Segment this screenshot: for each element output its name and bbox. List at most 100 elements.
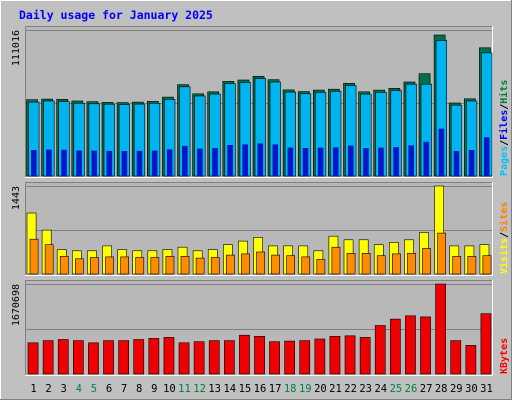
x-tick-label: 12: [193, 383, 206, 395]
legend: KBytes: [499, 338, 510, 374]
legend-item: Files: [498, 110, 510, 140]
bar-files: [136, 150, 143, 176]
bar-files: [197, 148, 203, 176]
bar-kbytes: [193, 341, 205, 375]
bar-sites: [75, 258, 84, 275]
bar-files: [76, 150, 82, 176]
bar-sites: [437, 232, 447, 275]
bar-files: [257, 143, 264, 176]
bar-kbytes: [284, 340, 296, 375]
chart-panels: 111016Pages/Files/Hits1443Visits/Sites16…: [11, 26, 510, 376]
bar-sites: [44, 244, 54, 275]
bar-sites: [271, 254, 280, 275]
bar-files: [317, 147, 324, 176]
bar-files: [438, 128, 445, 176]
bar-sites: [195, 257, 205, 275]
bar-files: [272, 144, 279, 176]
bar-kbytes: [359, 337, 371, 375]
bar-sites: [180, 255, 190, 275]
bar-sites: [286, 255, 296, 275]
bar-sites: [29, 238, 39, 275]
bar-files: [106, 150, 113, 176]
bar-sites: [452, 255, 462, 275]
bar-files: [483, 137, 490, 176]
x-tick-label: 17: [269, 383, 282, 395]
bar-kbytes: [57, 339, 69, 375]
bar-kbytes: [27, 342, 39, 375]
legend-item: Pages: [499, 146, 510, 176]
x-tick-label: 2: [45, 383, 51, 395]
bar-sites: [482, 255, 492, 275]
x-tick-label: 9: [151, 383, 157, 395]
bar-kbytes: [389, 318, 401, 375]
bar-files: [121, 151, 128, 176]
bar-files: [332, 147, 339, 176]
bar-kbytes: [42, 340, 54, 375]
bar-kbytes: [480, 313, 492, 375]
bar-kbytes: [208, 340, 220, 375]
x-tick-label: 21: [329, 383, 342, 395]
max-label: 1443: [11, 186, 22, 210]
bar-sites: [59, 255, 69, 275]
bar-files: [61, 149, 67, 176]
max-label: 1670698: [11, 284, 22, 326]
x-tick-label: 13: [208, 383, 221, 395]
legend-item: KBytes: [499, 338, 510, 374]
bar-files: [166, 149, 173, 176]
bar-kbytes: [405, 315, 416, 375]
bar-sites: [301, 256, 311, 275]
bar-kbytes: [374, 325, 386, 375]
bar-kbytes: [163, 337, 175, 375]
x-tick-label: 14: [223, 383, 236, 395]
bar-sites: [90, 257, 99, 275]
bar-files: [31, 150, 37, 176]
bar-kbytes: [239, 334, 250, 375]
bar-sites: [165, 255, 175, 275]
bar-files: [468, 150, 475, 176]
bar-sites: [376, 255, 386, 275]
x-tick-label: 16: [254, 383, 267, 395]
x-tick-label: 19: [299, 383, 312, 395]
bar-kbytes: [103, 340, 114, 375]
legend-item: Sites: [498, 202, 510, 232]
bar-kbytes: [299, 340, 311, 375]
x-tick-label: 8: [136, 383, 142, 395]
bar-sites: [241, 253, 250, 275]
bar-kbytes: [435, 283, 447, 375]
bar-kbytes: [465, 345, 477, 375]
legend-separator: /: [499, 104, 510, 110]
x-axis-labels: 1 2 3 4 5 6 7 8 9 10 11 12 13 14 15 16 17 18 19 20 21 22 23 24 2…: [30, 383, 492, 395]
bar-kbytes: [420, 316, 431, 375]
bar-files: [242, 144, 248, 176]
bar-files: [151, 150, 158, 176]
bar-files: [423, 141, 430, 176]
bar-kbytes: [73, 340, 84, 375]
x-tick-label: 22: [344, 383, 357, 395]
x-tick-label: 23: [359, 383, 372, 395]
bar-sites: [422, 248, 431, 275]
x-tick-label: 20: [314, 383, 327, 395]
bar-sites: [226, 254, 235, 275]
x-tick-label: 28: [435, 383, 448, 395]
bar-kbytes: [269, 341, 280, 375]
x-tick-label: 18: [284, 383, 297, 395]
bar-sites: [135, 257, 145, 275]
legend-item: Hits: [498, 80, 510, 104]
x-tick-label: 27: [420, 383, 433, 395]
bar-kbytes: [118, 340, 129, 375]
x-tick-label: 4: [76, 383, 82, 395]
bar-files: [408, 145, 414, 176]
max-label: 111016: [11, 30, 22, 66]
bar-sites: [467, 255, 477, 275]
legend-separator: /: [499, 232, 510, 238]
panel-visits-sites: 1443 Visits/Sites: [11, 182, 510, 276]
bar-kbytes: [133, 339, 145, 375]
bar-sites: [210, 257, 220, 275]
bar-files: [287, 147, 294, 176]
bar-files: [363, 148, 369, 176]
bar-sites: [346, 253, 356, 275]
bar-sites: [331, 246, 341, 275]
bar-sites: [316, 259, 326, 275]
x-tick-label: 5: [91, 383, 97, 395]
